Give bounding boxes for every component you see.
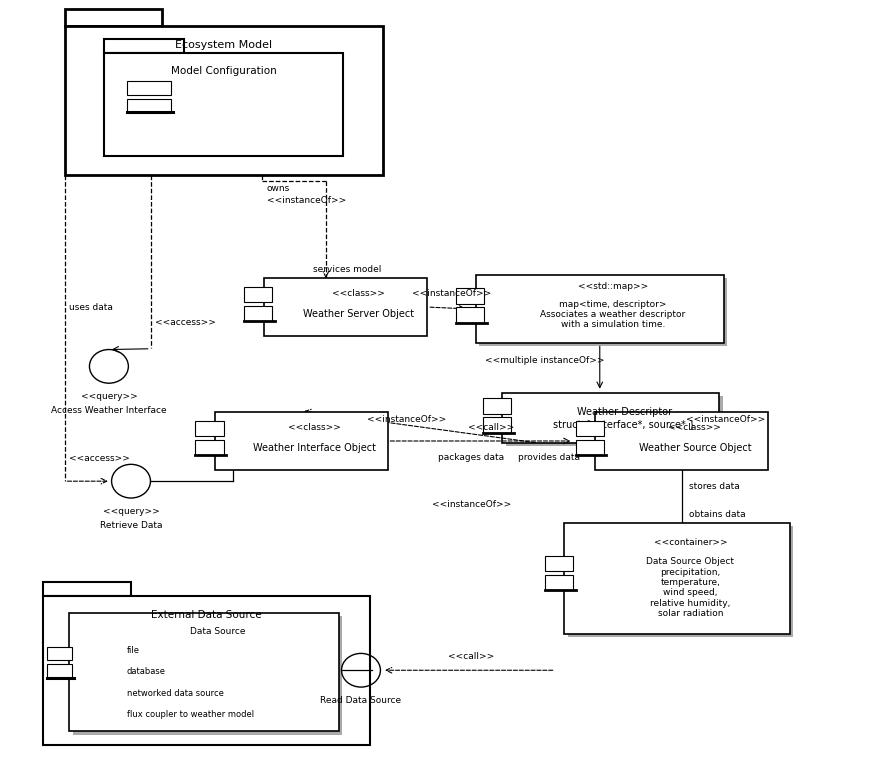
Text: obtains data: obtains data [689, 510, 745, 519]
Text: Access Weather Interface: Access Weather Interface [51, 406, 166, 415]
Text: <<instanceOf>>: <<instanceOf>> [367, 416, 446, 425]
Text: packages data: packages data [439, 453, 505, 463]
FancyBboxPatch shape [43, 582, 131, 596]
FancyBboxPatch shape [545, 556, 573, 571]
Text: Data Source Object
precipitation,
temperature,
wind speed,
relative humidity,
so: Data Source Object precipitation, temper… [646, 557, 734, 618]
FancyBboxPatch shape [506, 396, 723, 446]
Text: <<multiple instanceOf>>: <<multiple instanceOf>> [485, 356, 604, 365]
Text: Weather Source Object: Weather Source Object [638, 443, 751, 453]
Text: <<query>>: <<query>> [102, 507, 159, 517]
FancyBboxPatch shape [595, 412, 768, 470]
Text: Ecosystem Model: Ecosystem Model [175, 39, 272, 49]
FancyBboxPatch shape [576, 421, 603, 436]
Text: Model Configuration: Model Configuration [171, 66, 277, 76]
Text: networked data source: networked data source [126, 689, 223, 698]
FancyBboxPatch shape [104, 39, 184, 52]
FancyBboxPatch shape [126, 99, 171, 113]
FancyBboxPatch shape [195, 421, 223, 436]
Text: Weather Server Object: Weather Server Object [303, 309, 415, 319]
FancyBboxPatch shape [47, 647, 72, 661]
Text: <<class>>: <<class>> [668, 423, 721, 433]
Text: Data Source: Data Source [190, 627, 246, 636]
FancyBboxPatch shape [43, 596, 370, 746]
Text: uses data: uses data [69, 303, 113, 312]
FancyBboxPatch shape [476, 274, 724, 343]
FancyBboxPatch shape [215, 412, 387, 470]
Text: Read Data Source: Read Data Source [320, 696, 401, 705]
FancyBboxPatch shape [104, 52, 344, 156]
Text: provides data: provides data [518, 453, 580, 463]
FancyBboxPatch shape [564, 524, 790, 635]
FancyBboxPatch shape [244, 287, 272, 302]
Text: stores data: stores data [689, 482, 740, 491]
Text: <<std::map>>: <<std::map>> [578, 281, 648, 291]
Text: file: file [126, 646, 140, 655]
FancyBboxPatch shape [65, 25, 383, 175]
Text: flux coupler to weather model: flux coupler to weather model [126, 710, 254, 719]
FancyBboxPatch shape [244, 306, 272, 322]
Text: <<call>>: <<call>> [449, 652, 495, 661]
Text: <<call>>: <<call>> [468, 423, 514, 432]
Text: owns: owns [266, 184, 290, 194]
Text: Weather Descriptor
struct { interface*, source* }: Weather Descriptor struct { interface*, … [553, 407, 695, 429]
FancyBboxPatch shape [73, 616, 343, 735]
FancyBboxPatch shape [47, 665, 72, 678]
Text: <<access>>: <<access>> [69, 453, 130, 463]
FancyBboxPatch shape [263, 278, 427, 335]
FancyBboxPatch shape [568, 527, 794, 638]
FancyBboxPatch shape [457, 308, 484, 323]
Text: <<query>>: <<query>> [80, 392, 137, 402]
FancyBboxPatch shape [576, 440, 603, 456]
FancyBboxPatch shape [545, 575, 573, 591]
Text: <<access>>: <<access>> [155, 318, 216, 327]
Text: services model: services model [312, 264, 381, 274]
Text: <<instanceOf>>: <<instanceOf>> [266, 196, 346, 204]
Text: Weather Interface Object: Weather Interface Object [253, 443, 376, 453]
Text: External Data Source: External Data Source [151, 610, 262, 620]
FancyBboxPatch shape [65, 9, 162, 25]
FancyBboxPatch shape [457, 288, 484, 304]
Text: <<instanceOf>>: <<instanceOf>> [686, 416, 765, 425]
FancyBboxPatch shape [195, 440, 223, 456]
FancyBboxPatch shape [503, 393, 719, 443]
Text: <<instanceOf>>: <<instanceOf>> [412, 289, 491, 298]
Text: <<class>>: <<class>> [288, 423, 341, 433]
Text: <<container>>: <<container>> [653, 537, 727, 547]
Text: <<class>>: <<class>> [332, 289, 385, 298]
Text: <<instanceOf>>: <<instanceOf>> [432, 500, 511, 509]
FancyBboxPatch shape [126, 81, 171, 95]
FancyBboxPatch shape [480, 278, 727, 346]
Text: map<time, descriptor>
Associates a weather descriptor
with a simulation time.: map<time, descriptor> Associates a weath… [540, 300, 685, 329]
FancyBboxPatch shape [69, 613, 339, 732]
FancyBboxPatch shape [482, 399, 511, 413]
Text: database: database [126, 668, 166, 676]
Text: Retrieve Data: Retrieve Data [100, 521, 162, 530]
FancyBboxPatch shape [482, 417, 511, 433]
